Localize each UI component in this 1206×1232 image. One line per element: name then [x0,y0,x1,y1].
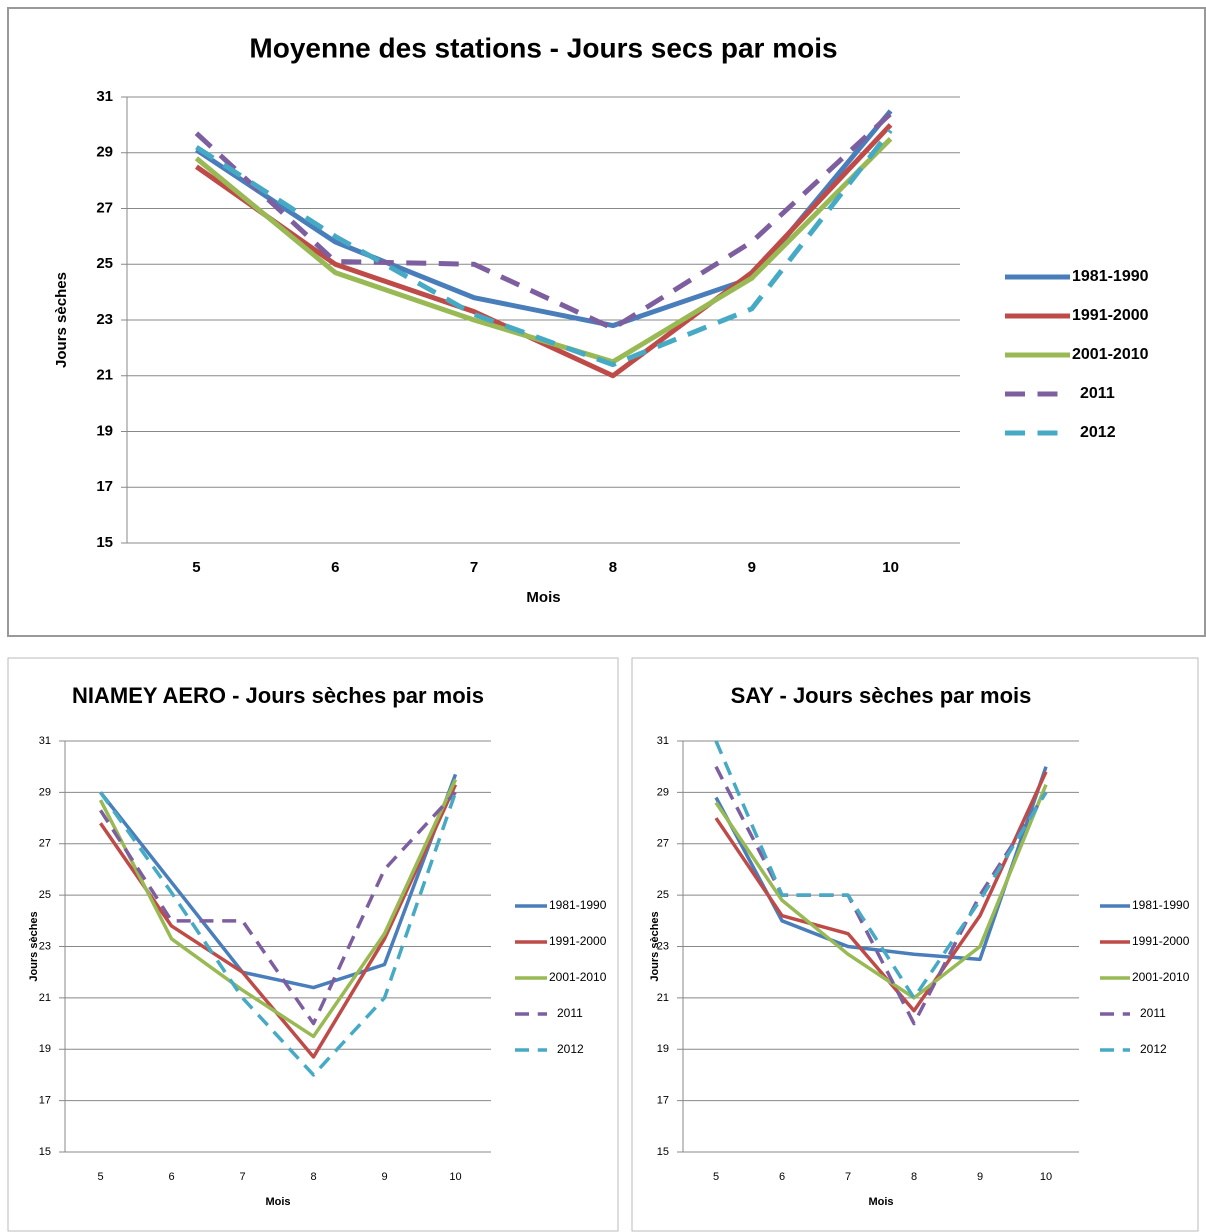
legend-label: 1991-2000 [549,934,607,948]
chart-frame [7,657,619,1232]
y-axis-label: Jours sèches [649,911,661,981]
x-axis-label: Mois [265,1196,290,1208]
y-tick-label: 15 [96,534,113,551]
y-tick-label: 17 [657,1095,669,1107]
x-tick-label: 5 [713,1171,719,1183]
legend-label: 1991-2000 [1132,934,1190,948]
y-tick-label: 21 [657,992,669,1004]
y-axis-label: Jours sèches [28,911,40,981]
y-tick-label: 25 [657,889,669,901]
y-tick-label: 27 [657,838,669,850]
legend-label: 2012 [1080,424,1116,441]
x-tick-label: 7 [845,1171,851,1183]
y-tick-label: 19 [39,1043,51,1055]
legend-label: 2001-2010 [1132,970,1190,984]
legend-label: 2012 [1140,1042,1167,1056]
y-tick-label: 27 [39,838,51,850]
series-line [194,123,893,379]
y-tick-label: 17 [39,1095,51,1107]
series-line [195,128,893,368]
y-tick-label: 25 [39,889,51,901]
series-line [98,778,458,1039]
series-line [194,111,893,331]
y-axis-label: Jours sèches [53,272,70,368]
x-tick-label: 7 [470,559,478,576]
x-axis-label: Mois [526,589,560,606]
y-tick-label: 23 [657,940,669,952]
legend-label: 2012 [557,1042,584,1056]
x-tick-label: 10 [882,559,899,576]
y-tick-label: 15 [657,1146,669,1158]
chart-title: NIAMEY AERO - Jours sèches par mois [72,683,484,708]
legend-label: 2011 [1140,1006,1166,1020]
x-tick-label: 8 [911,1171,917,1183]
x-axis-label: Mois [868,1196,893,1208]
y-tick-label: 15 [39,1146,51,1158]
x-tick-label: 10 [1040,1171,1052,1183]
legend-label: 2001-2010 [1072,346,1149,363]
y-tick-label: 31 [657,735,669,747]
legend-label: 2011 [1080,385,1115,402]
x-tick-label: 8 [609,559,617,576]
x-tick-label: 5 [192,559,200,576]
y-tick-label: 21 [96,367,113,384]
x-tick-label: 9 [977,1171,983,1183]
series-line [714,740,1048,1000]
y-tick-label: 31 [39,735,51,747]
chart-frame [631,657,1199,1232]
x-tick-label: 9 [381,1171,387,1183]
x-tick-label: 10 [449,1171,461,1183]
y-tick-label: 19 [96,422,113,439]
y-tick-label: 29 [657,786,669,798]
x-tick-label: 6 [168,1171,174,1183]
y-tick-label: 21 [39,992,51,1004]
chart-title: Moyenne des stations - Jours secs par mo… [249,32,837,63]
y-tick-label: 23 [39,940,51,952]
series-line [714,784,1048,1000]
legend-label: 1981-1990 [549,898,607,912]
series-line [99,791,457,1026]
y-tick-label: 25 [96,255,113,272]
legend-label: 1991-2000 [1072,307,1149,324]
y-tick-label: 23 [96,311,113,328]
series-line [714,771,1048,1013]
x-tick-label: 6 [779,1171,785,1183]
series-line [99,773,458,990]
y-tick-label: 17 [96,478,113,495]
y-tick-label: 31 [96,88,113,105]
chart-title: SAY - Jours sèches par mois [731,683,1032,708]
x-tick-label: 7 [239,1171,245,1183]
x-tick-label: 8 [310,1171,316,1183]
x-tick-label: 6 [331,559,339,576]
y-tick-label: 29 [39,786,51,798]
y-tick-label: 19 [657,1043,669,1055]
y-tick-label: 29 [96,144,113,161]
legend-label: 1981-1990 [1132,898,1190,912]
x-tick-label: 5 [97,1171,103,1183]
series-line [99,791,458,1077]
y-tick-label: 27 [96,199,113,216]
legend-label: 2011 [557,1006,583,1020]
legend-label: 1981-1990 [1072,268,1149,285]
legend-label: 2001-2010 [549,970,607,984]
x-tick-label: 9 [748,559,756,576]
